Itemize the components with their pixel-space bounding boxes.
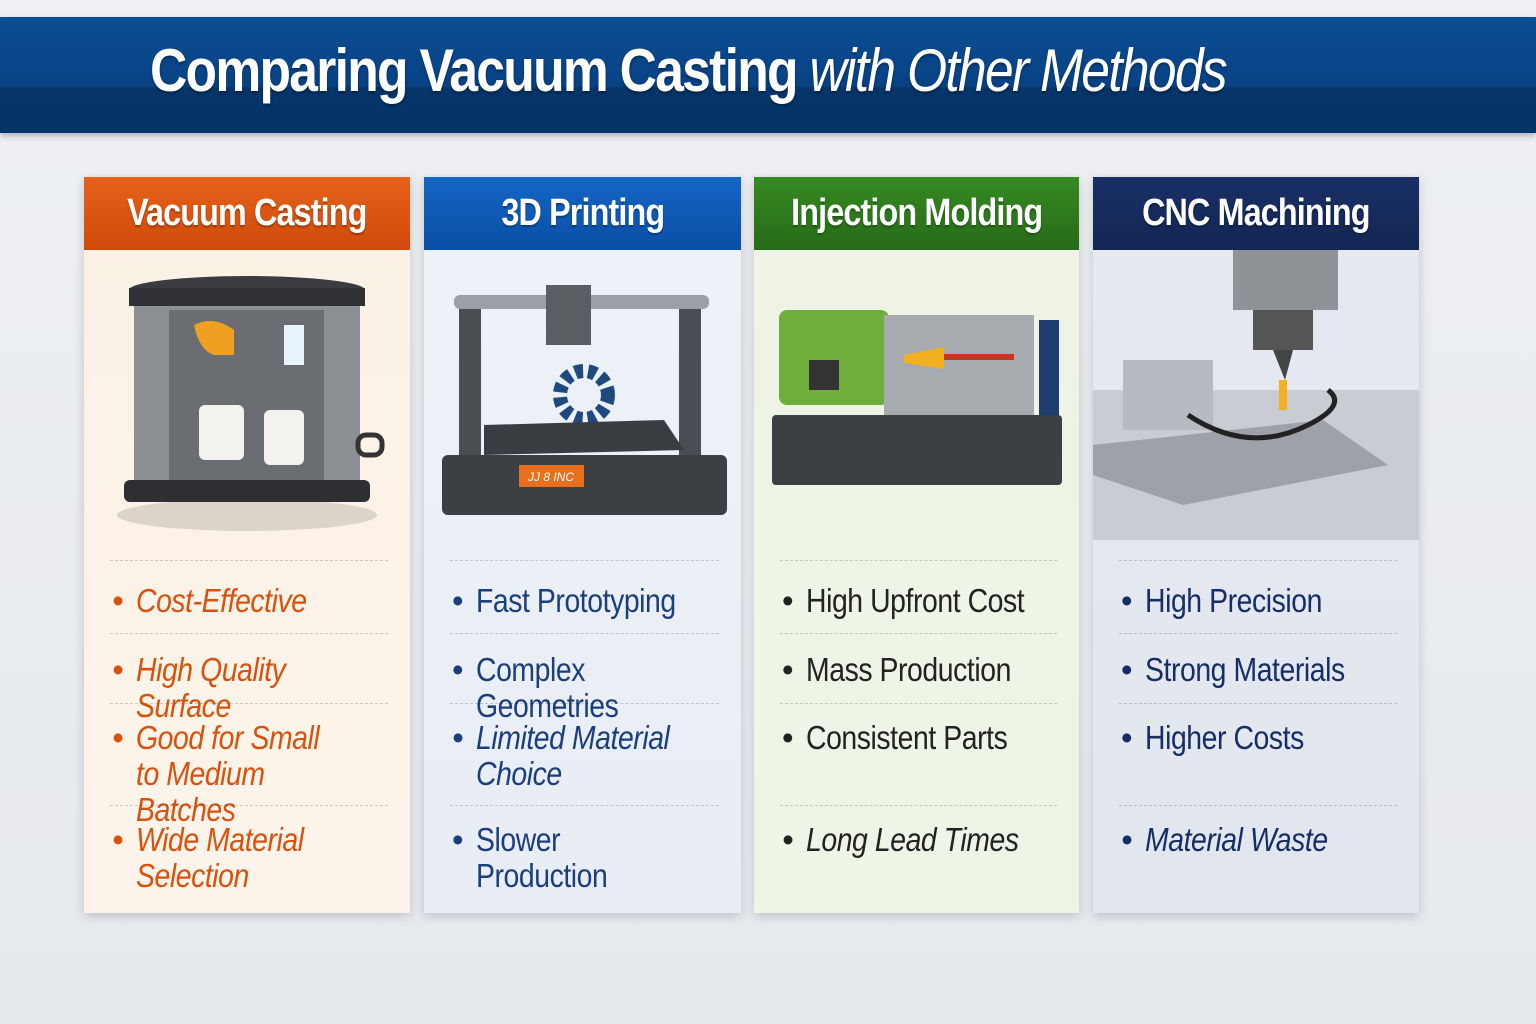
list-item: • Good for Small to Medium Batches: [112, 719, 320, 828]
list-item: • High Quality Surface: [112, 651, 286, 724]
card-cnc-machining: CNC Machining • High Precision • Strong Ma…: [1093, 177, 1419, 913]
list-item: • Consistent Parts: [782, 719, 1008, 756]
list-item: • Fast Prototyping: [452, 582, 676, 619]
card-injection-molding: Injection Molding • High Upfront Cost • Ma…: [754, 177, 1079, 913]
list-item: • High Upfront Cost: [782, 582, 1025, 619]
cnc-mill-illustration: [1093, 250, 1419, 540]
3d-printer-illustration: JJ 8 INC: [442, 285, 727, 515]
list-item: • Strong Materials: [1121, 651, 1345, 688]
list-item: • High Precision: [1121, 582, 1322, 619]
list-item: • Long Lead Times: [782, 821, 1019, 858]
title-main: Comparing Vacuum Casting: [150, 37, 799, 104]
list-item: • Material Waste: [1121, 821, 1328, 858]
list-item: • Cost-Effective: [112, 582, 307, 619]
card-header: Vacuum Casting: [84, 177, 410, 250]
card-vacuum-casting: Vacuum Casting • Cost-Effective • High Qua…: [84, 177, 410, 913]
page-title: Comparing Vacuum Casting with Other Meth…: [150, 36, 1228, 105]
list-item: • Higher Costs: [1121, 719, 1304, 756]
title-emphasis: with Other Methods: [809, 37, 1227, 104]
list-item: • Complex Geometries: [452, 651, 619, 724]
injection-molding-illustration: [772, 310, 1062, 485]
card-header: 3D Printing: [424, 177, 741, 250]
list-item: • Wide Material Selection: [112, 821, 304, 894]
list-item: • Limited Material Choice: [452, 719, 670, 792]
list-item: • Slower Production: [452, 821, 608, 894]
card-header: Injection Molding: [754, 177, 1079, 250]
title-banner: [0, 17, 1536, 133]
card-3d-printing: 3D Printing JJ 8 INC • Fast Prototyping •…: [424, 177, 741, 913]
vacuum-chamber-illustration: [117, 276, 385, 531]
list-item: • Mass Production: [782, 651, 1011, 688]
card-header: CNC Machining: [1093, 177, 1419, 250]
svg-text:JJ 8 INC: JJ 8 INC: [527, 470, 574, 484]
